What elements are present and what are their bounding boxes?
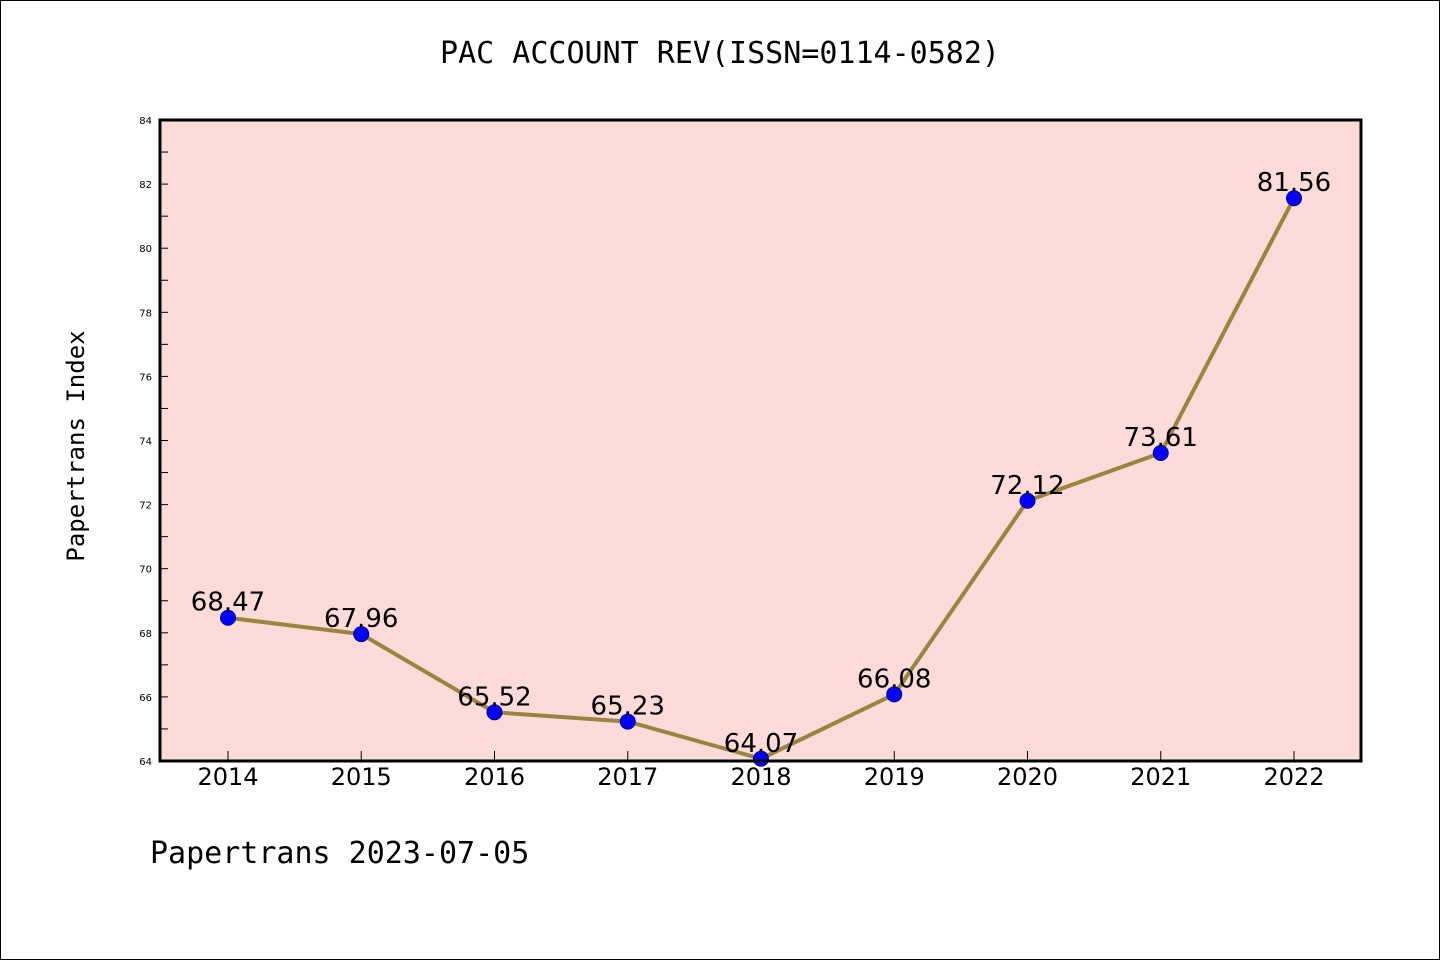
data-point	[753, 750, 769, 767]
x-tick-label: 2018	[730, 763, 791, 791]
data-point	[619, 713, 636, 730]
data-point	[353, 626, 370, 643]
data-point	[1286, 190, 1302, 207]
data-label: 72.12	[990, 471, 1064, 501]
y-tick-label: 64	[139, 757, 152, 768]
x-tick-label: 2019	[864, 763, 925, 791]
data-label: 73.61	[1124, 423, 1198, 453]
data-label: 66.08	[857, 664, 931, 694]
data-point	[886, 686, 903, 703]
x-tick-label: 2014	[197, 763, 258, 791]
x-tick-label: 2020	[997, 763, 1058, 791]
data-point	[1019, 492, 1036, 509]
chart-title: PAC ACCOUNT REV(ISSN=0114-0582)	[440, 36, 1000, 71]
data-labels: 68.47 67.96 65.52 65.23 64.07 66.08 72.12 73.61…	[191, 168, 1331, 759]
x-tick-label: 2017	[597, 763, 658, 791]
y-tick-label: 78	[139, 308, 152, 319]
y-tick-label: 74	[139, 437, 152, 448]
data-label: 65.23	[591, 692, 665, 722]
y-tick-label: 66	[139, 693, 152, 704]
plot-area	[160, 120, 1361, 761]
y-tick-label: 84	[139, 116, 152, 127]
y-tick-label: 80	[139, 244, 152, 255]
data-label: 67.96	[324, 604, 398, 634]
x-tick-label: 2016	[464, 763, 525, 791]
data-label: 65.52	[457, 682, 531, 712]
y-tick-label: 82	[139, 180, 152, 191]
data-label: 81.56	[1257, 168, 1331, 198]
x-tick-label: 2022	[1263, 763, 1324, 791]
y-tick-label: 68	[139, 629, 152, 640]
data-markers	[220, 190, 1302, 767]
x-tick-label: 2021	[1130, 763, 1191, 791]
data-label: 64.07	[724, 729, 798, 759]
data-point	[1152, 444, 1169, 461]
data-point	[486, 704, 503, 721]
x-axis-ticks: 2014 2015 2016 2017 2018 2019 2020 2021 2022	[197, 751, 1325, 791]
footer-note: Papertrans 2023-07-05	[150, 836, 530, 871]
x-tick-label: 2015	[331, 763, 392, 791]
y-tick-label: 76	[139, 372, 152, 383]
data-label: 68.47	[191, 588, 265, 618]
y-tick-label: 72	[139, 501, 152, 512]
y-tick-label: 70	[139, 565, 152, 576]
data-point	[220, 609, 236, 626]
plot-border	[158, 118, 1363, 763]
